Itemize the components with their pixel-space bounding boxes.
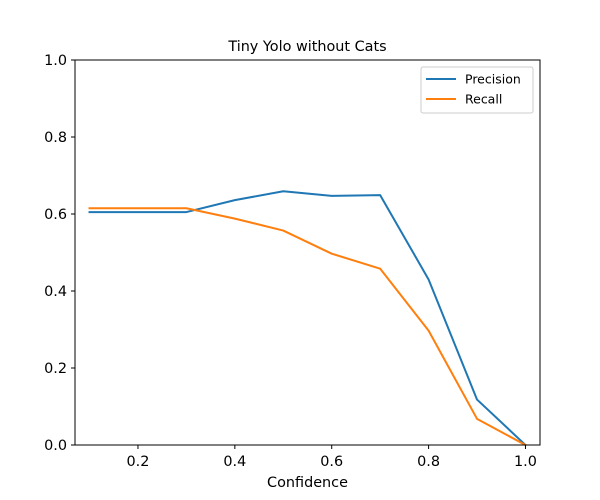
legend: Precision Recall xyxy=(420,66,534,114)
series-layer xyxy=(88,190,527,447)
ticks-layer: 0.2 0.4 0.6 0.8 1.0 0.0 0.2 0.4 0.6 0.8 1.0 xyxy=(44,53,537,470)
y-tick-label: 0.6 xyxy=(44,207,67,223)
series-line-recall xyxy=(88,207,527,447)
y-tick-label: 0.8 xyxy=(44,130,67,146)
y-tick-label: 0.0 xyxy=(44,438,67,454)
y-tick-label: 0.2 xyxy=(44,361,67,377)
y-tick-label: 1.0 xyxy=(44,53,67,69)
chart-title: Tiny Yolo without Cats xyxy=(227,39,386,55)
x-tick-label: 1.0 xyxy=(514,454,537,470)
series-line-precision xyxy=(88,190,527,447)
x-tick-label: 0.6 xyxy=(320,454,343,470)
legend-label-recall: Recall xyxy=(465,92,502,107)
x-tick-label: 0.4 xyxy=(223,454,246,470)
x-tick-label: 0.8 xyxy=(417,454,440,470)
y-tick-label: 0.4 xyxy=(44,284,67,300)
legend-label-precision: Precision xyxy=(465,72,521,87)
x-axis-label: Confidence xyxy=(267,475,348,491)
x-tick-label: 0.2 xyxy=(127,454,150,470)
plot-frame xyxy=(74,59,541,446)
